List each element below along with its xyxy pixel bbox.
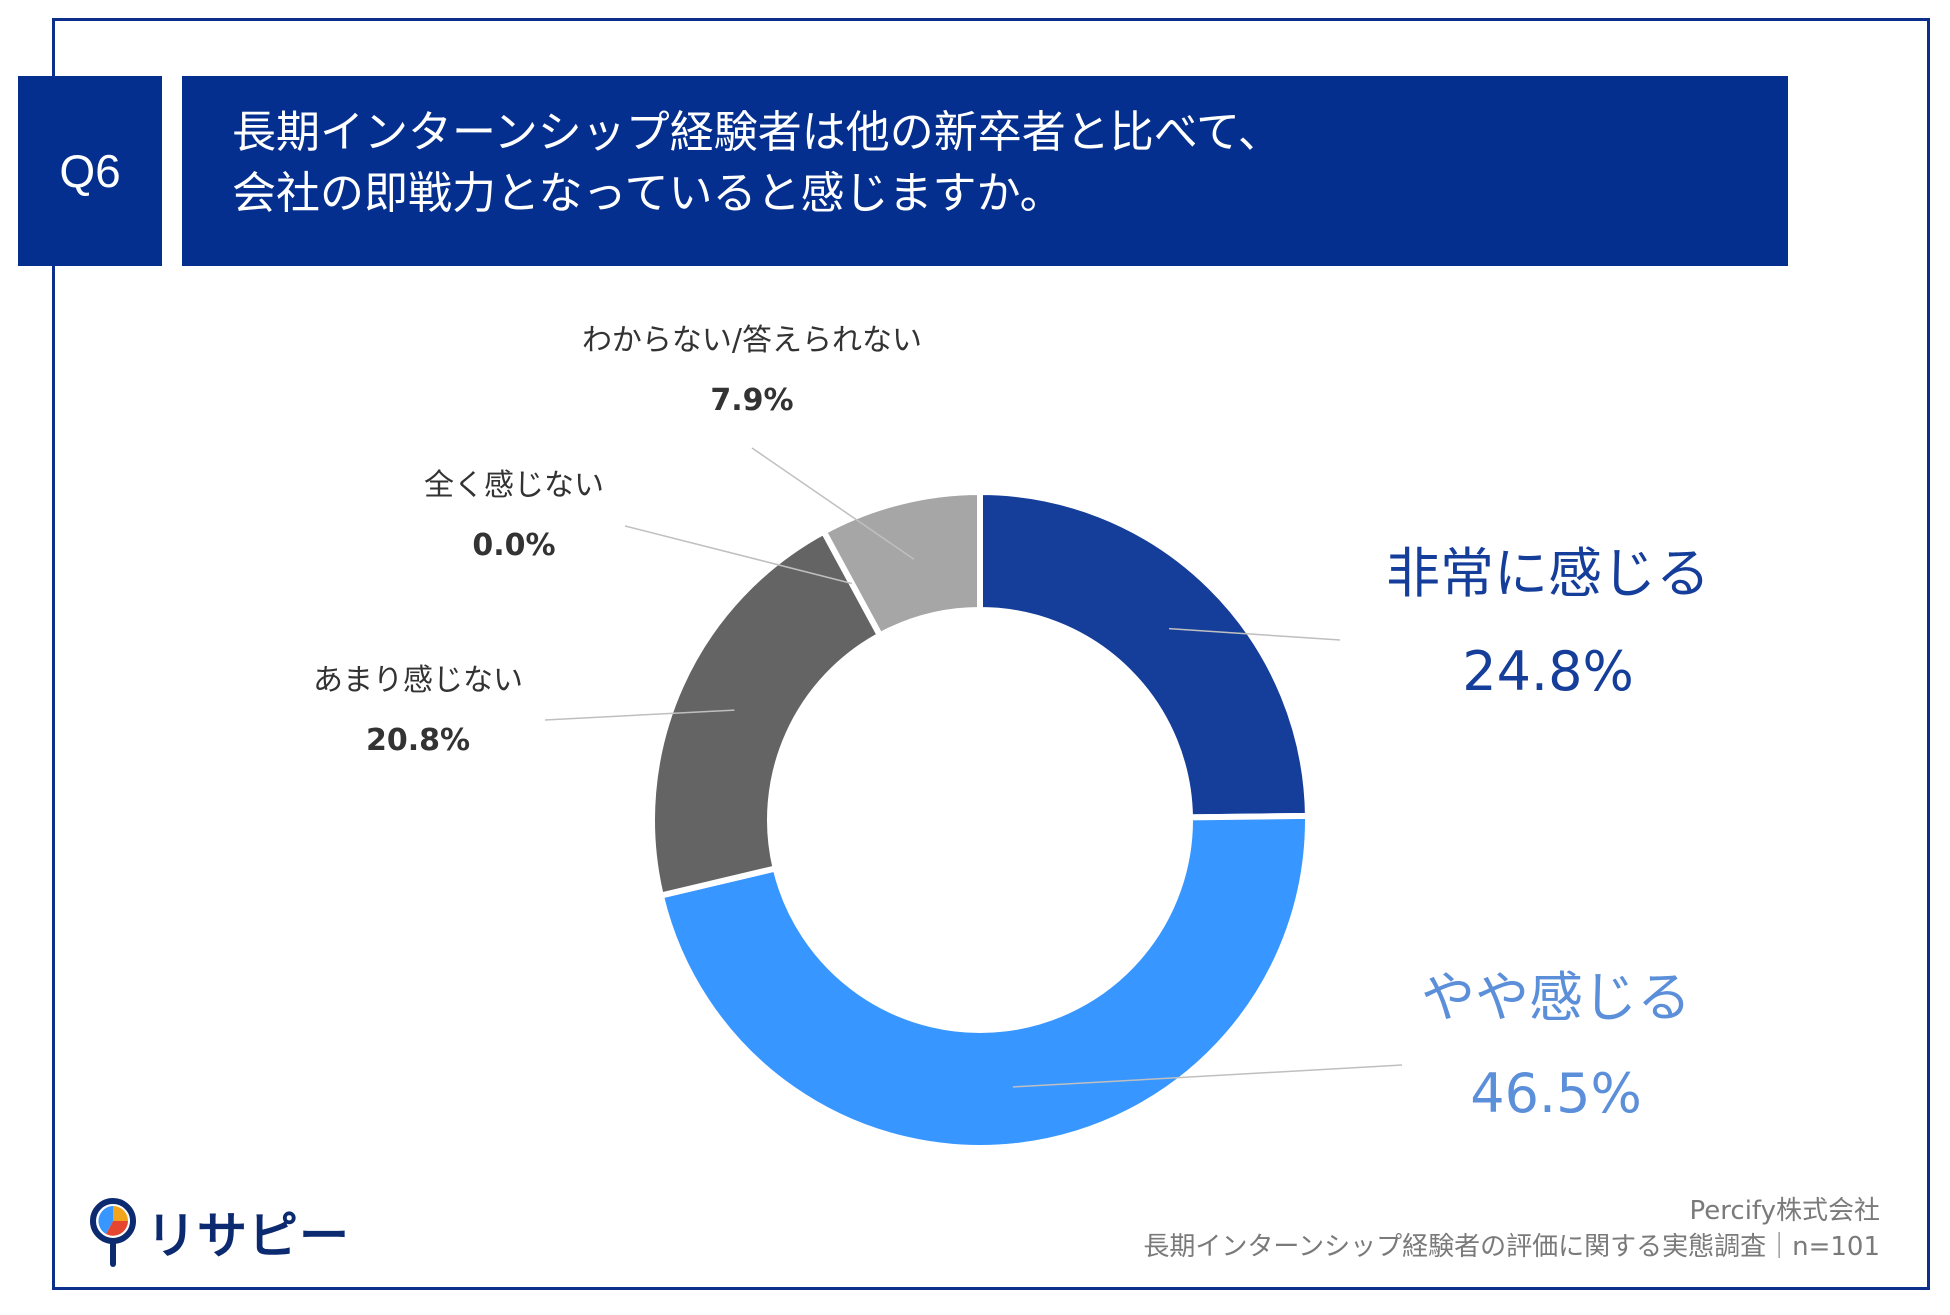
- donut-slice-unknown: [819, 488, 983, 640]
- category-label-somewhat: やや感じる: [1421, 966, 1691, 1029]
- donut-slice-highly: [977, 488, 1312, 821]
- value-label-not-at-all: 0.0%: [472, 528, 555, 563]
- leader-lines: [544, 447, 1403, 1088]
- category-label-highly: 非常に感じる: [1386, 542, 1710, 605]
- logo-text: リサピー: [146, 1207, 350, 1265]
- slice-labels: 非常に感じる 24.8% やや感じる 46.5% あまり感じない 20.8% 全く感じない 0…: [313, 323, 1710, 1125]
- leader-line-somewhat: [1012, 1064, 1403, 1088]
- page-title: 長期インターンシップ経験者は他の新卒者と比べて、 会社の即戦力となっていると感じ…: [182, 76, 1788, 266]
- leader-line-unknown: [751, 447, 915, 560]
- company-name: Percify株式会社: [1689, 1196, 1880, 1226]
- survey-info: 長期インターンシップ経験者の評価に関する実態調査｜n=101: [1143, 1232, 1880, 1262]
- donut-slice-somewhat: [657, 812, 1311, 1151]
- value-label-highly: 24.8%: [1462, 640, 1634, 703]
- brand-logo: リサピー: [88, 1192, 350, 1272]
- leader-line-highly: [1168, 627, 1341, 641]
- category-label-not-much: あまり感じない: [313, 663, 523, 698]
- category-label-unknown: わからない/答えられない: [582, 323, 922, 358]
- title-line-1: 長期インターンシップ経験者は他の新卒者と比べて、: [232, 107, 1282, 158]
- donut-slice-not-much: [649, 527, 885, 900]
- leader-line-not-at-all: [624, 525, 853, 585]
- leader-line-not-much: [544, 709, 735, 721]
- category-label-not-at-all: 全く感じない: [424, 468, 604, 503]
- value-label-somewhat: 46.5%: [1470, 1062, 1642, 1125]
- value-label-not-much: 20.8%: [366, 723, 470, 758]
- value-label-unknown: 7.9%: [710, 383, 793, 418]
- question-tag: Q6: [18, 76, 162, 266]
- title-line-2: 会社の即戦力となっていると感じますか。: [232, 168, 1064, 219]
- slide-frame: [52, 18, 1930, 1290]
- pin-pie-icon: [90, 1198, 136, 1267]
- donut-slices: [649, 488, 1312, 1151]
